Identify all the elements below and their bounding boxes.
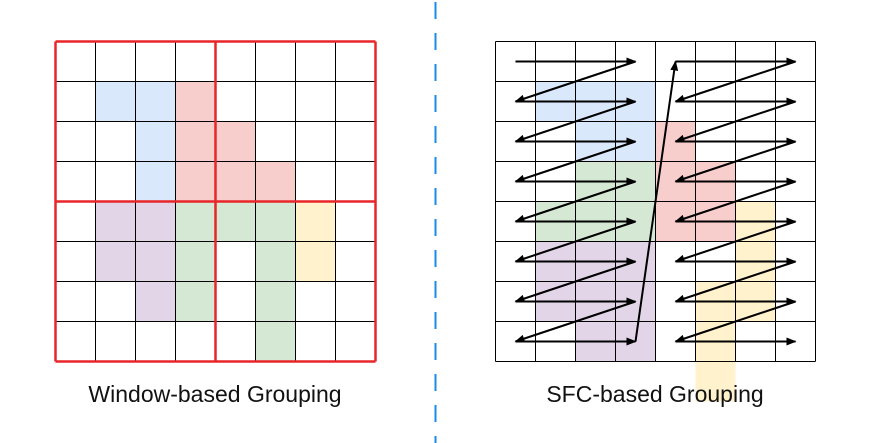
region-cell-purple bbox=[95, 241, 136, 282]
scan-return-arrow bbox=[514, 100, 636, 143]
region-cell-green bbox=[255, 241, 296, 282]
region-cell-green bbox=[215, 201, 256, 242]
region-cell-green bbox=[175, 281, 216, 322]
scan-return-arrow bbox=[514, 180, 636, 223]
region-cell-blue bbox=[95, 81, 136, 122]
region-cell-red bbox=[175, 161, 216, 202]
region-cell-green bbox=[255, 201, 296, 242]
region-cell-yellow bbox=[295, 241, 336, 282]
region-cell-purple bbox=[95, 201, 136, 242]
scan-return-arrow bbox=[514, 140, 636, 183]
region-cell-green bbox=[255, 321, 296, 362]
window-grid bbox=[54, 40, 377, 363]
region-cell-purple bbox=[135, 201, 176, 242]
scan-return-arrow bbox=[674, 100, 796, 143]
region-cell-blue bbox=[135, 81, 176, 122]
sfc-grid bbox=[495, 41, 816, 402]
sfc-grouping-caption: SFC-based Grouping bbox=[546, 381, 764, 407]
region-cell-purple bbox=[135, 241, 176, 282]
region-cell-yellow bbox=[695, 361, 736, 402]
scan-return-arrow bbox=[514, 260, 636, 303]
scan-return-arrow bbox=[514, 220, 636, 263]
region-cell-blue bbox=[135, 161, 176, 202]
region-cell-purple bbox=[135, 281, 176, 322]
window-grouping-caption: Window-based Grouping bbox=[88, 381, 342, 407]
region-cell-green bbox=[175, 201, 216, 242]
scan-return-arrow bbox=[674, 140, 796, 183]
region-cell-red bbox=[215, 121, 256, 162]
region-cell-green bbox=[175, 241, 216, 282]
scan-return-arrow bbox=[674, 300, 796, 343]
scan-return-arrow bbox=[674, 180, 796, 223]
scan-return-arrow bbox=[514, 60, 636, 103]
region-cell-blue bbox=[135, 121, 176, 162]
scan-return-arrow bbox=[674, 60, 796, 103]
half-transition-arrow bbox=[634, 60, 679, 342]
region-cell-red bbox=[175, 121, 216, 162]
region-cell-red bbox=[175, 81, 216, 122]
region-cell-red bbox=[215, 161, 256, 202]
region-cell-red bbox=[255, 161, 296, 202]
region-cell-green bbox=[255, 281, 296, 322]
scan-return-arrow bbox=[674, 220, 796, 263]
region-cell-yellow bbox=[295, 201, 336, 242]
scan-return-arrow bbox=[674, 260, 796, 303]
scan-return-arrow bbox=[514, 300, 636, 343]
